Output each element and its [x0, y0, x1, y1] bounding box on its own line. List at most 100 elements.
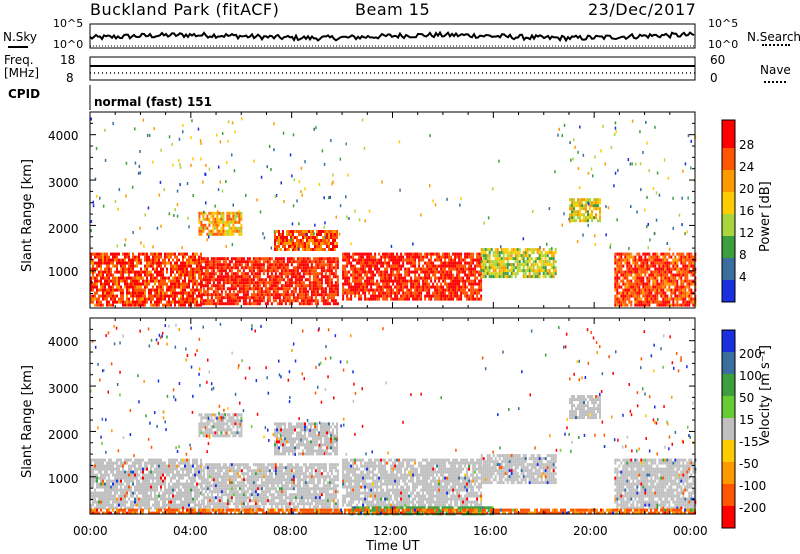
heatmap-cell	[132, 283, 134, 286]
heatmap-cell	[311, 284, 313, 287]
heatmap-cell	[92, 295, 94, 298]
heatmap-cell	[654, 268, 656, 271]
heatmap-cell	[263, 299, 265, 302]
heatmap-cell	[418, 259, 420, 262]
heatmap-cell	[362, 256, 364, 259]
heatmap-cell	[460, 295, 462, 298]
heatmap-cell	[172, 277, 174, 280]
heatmap-cell	[605, 233, 607, 236]
heatmap-cell	[386, 292, 388, 295]
heatmap-cell	[300, 245, 302, 248]
heatmap-cell	[656, 268, 658, 271]
heatmap-cell	[372, 283, 374, 286]
heatmap-cell	[579, 201, 581, 204]
heatmap-cell	[523, 260, 525, 263]
heatmap-cell	[273, 296, 275, 299]
heatmap-cell	[182, 130, 184, 133]
heatmap-cell	[674, 256, 676, 259]
heatmap-cell	[209, 278, 211, 281]
heatmap-cell	[134, 265, 136, 268]
heatmap-cell	[585, 207, 587, 210]
heatmap-cell	[616, 295, 618, 298]
heatmap-cell	[92, 492, 94, 495]
heatmap-cell	[120, 504, 122, 507]
heatmap-cell	[331, 284, 333, 287]
heatmap-cell	[628, 286, 630, 289]
heatmap-cell	[104, 495, 106, 498]
heatmap-cell	[404, 295, 406, 298]
heatmap-cell	[358, 268, 360, 271]
heatmap-cell	[428, 274, 430, 277]
heatmap-cell	[277, 293, 279, 296]
heatmap-cell	[100, 271, 102, 274]
heatmap-cell	[352, 271, 354, 274]
heatmap-cell	[642, 295, 644, 298]
heatmap-cell	[400, 253, 402, 256]
heatmap-cell	[646, 259, 648, 262]
heatmap-cell	[384, 295, 386, 298]
heatmap-cell	[388, 274, 390, 277]
heatmap-cell	[160, 274, 162, 277]
heatmap-cell	[658, 268, 660, 271]
heatmap-cell	[144, 492, 146, 495]
heatmap-cell	[547, 254, 549, 257]
heatmap-cell	[400, 286, 402, 289]
heatmap-cell	[688, 292, 690, 295]
heatmap-cell	[132, 253, 134, 256]
heatmap-cell	[92, 265, 94, 268]
heatmap-cell	[124, 280, 126, 283]
heatmap-cell	[217, 296, 219, 299]
heatmap-cell	[428, 283, 430, 286]
heatmap-cell	[362, 286, 364, 289]
heatmap-cell	[412, 292, 414, 295]
heatmap-cell	[309, 302, 311, 305]
heatmap-cell	[198, 262, 200, 265]
heatmap-cell	[509, 257, 511, 260]
heatmap-cell	[194, 274, 196, 277]
heatmap-cell	[192, 301, 194, 304]
heatmap-cell	[511, 254, 513, 257]
heatmap-cell	[652, 265, 654, 268]
heatmap-cell	[182, 268, 184, 271]
heatmap-cell	[96, 265, 98, 268]
heatmap-cell	[686, 295, 688, 298]
heatmap-cell	[220, 233, 222, 236]
heatmap-cell	[525, 272, 527, 275]
heatmap-cell	[237, 299, 239, 302]
heatmap-cell	[394, 286, 396, 289]
heatmap-cell	[259, 302, 261, 305]
heatmap-cell	[213, 290, 215, 293]
heatmap-cell	[485, 275, 487, 278]
heatmap-cell	[106, 268, 108, 271]
heatmap-cell	[156, 462, 158, 465]
heatmap-cell	[438, 286, 440, 289]
heatmap-cell	[104, 277, 106, 280]
heatmap-cell	[305, 257, 307, 260]
heatmap-cell	[541, 260, 543, 263]
heatmap-cell	[265, 260, 267, 263]
heatmap-cell	[476, 295, 478, 298]
heatmap-cell	[332, 230, 334, 233]
heatmap-cell	[614, 286, 616, 289]
heatmap-cell	[239, 257, 241, 260]
heatmap-cell	[434, 274, 436, 277]
heatmap-cell	[117, 245, 119, 248]
heatmap-cell	[533, 275, 535, 278]
heatmap-cell	[478, 271, 480, 274]
heatmap-cell	[211, 263, 213, 266]
heatmap-cell	[450, 286, 452, 289]
heatmap-cell	[335, 260, 337, 263]
heatmap-cell	[583, 216, 585, 219]
heatmap-cell	[519, 260, 521, 263]
heatmap-cell	[668, 283, 670, 286]
heatmap-cell	[616, 292, 618, 295]
heatmap-cell	[597, 219, 599, 222]
heatmap-cell	[203, 211, 205, 214]
heatmap-cell	[466, 256, 468, 259]
heatmap-cell	[545, 263, 547, 266]
heatmap-cell	[442, 277, 444, 280]
heatmap-cell	[104, 289, 106, 292]
heatmap-cell	[321, 278, 323, 281]
freq-panel-frame	[90, 57, 695, 80]
heatmap-cell	[654, 262, 656, 265]
